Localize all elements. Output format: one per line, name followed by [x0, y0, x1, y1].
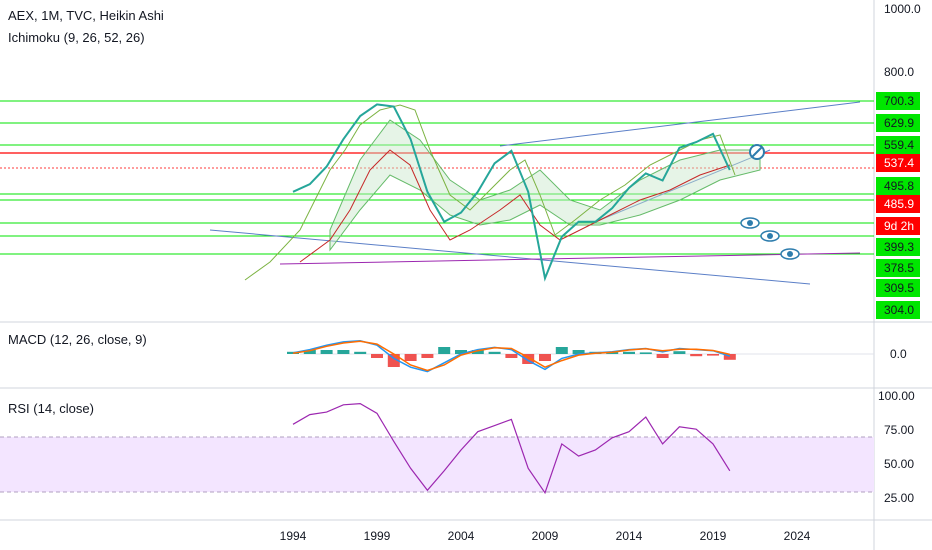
rsi-band	[0, 437, 874, 492]
macd-histogram-bar	[690, 354, 703, 357]
rsi-legend[interactable]: RSI (14, close)	[8, 401, 94, 416]
price-level-tag: 309.5	[876, 279, 920, 297]
price-level-label: 629.9	[884, 116, 914, 130]
macd-histogram-bar	[387, 354, 400, 367]
price-series-line	[292, 103, 731, 282]
time-axis: 1994 1999 2004 2009 2014 2019 2024	[280, 529, 811, 543]
price-level-tag: 485.9	[876, 195, 920, 213]
macd-histogram-bar	[723, 354, 736, 360]
rsi-axis-75: 75.00	[884, 423, 914, 437]
price-level-label: 495.8	[884, 179, 914, 193]
macd-axis-zero: 0.0	[890, 347, 907, 361]
ichimoku-legend[interactable]: Ichimoku (9, 26, 52, 26)	[8, 30, 145, 45]
ichimoku-base-line	[299, 149, 731, 263]
main-legend[interactable]: AEX, 1M, TVC, Heikin Ashi	[8, 8, 164, 23]
macd-histogram-bar	[337, 350, 350, 354]
macd-histogram-bar	[639, 352, 652, 354]
price-level-tag: 537.4	[876, 154, 920, 172]
macd-histogram	[287, 347, 736, 367]
macd-histogram-bar	[354, 351, 367, 354]
price-level-tag: 495.8	[876, 177, 920, 195]
short-trend-line[interactable]	[599, 149, 771, 221]
price-level-tag: 304.0	[876, 301, 920, 319]
price-level-label: 485.9	[884, 197, 914, 211]
no-sign-icon[interactable]	[749, 144, 765, 160]
macd-histogram-bar	[673, 351, 686, 354]
price-level-label: 309.5	[884, 281, 914, 295]
ichimoku-cloud	[329, 119, 761, 252]
upper-trend-line[interactable]	[499, 101, 861, 147]
macd-histogram-bar	[438, 347, 451, 354]
ichimoku-lagging-line	[244, 104, 736, 281]
price-axis-mid: 800.0	[884, 65, 914, 79]
macd-histogram-bar	[539, 354, 551, 361]
rsi-axis-25: 25.00	[884, 491, 914, 505]
macd-histogram-bar	[707, 354, 719, 356]
macd-histogram-bar	[471, 350, 484, 354]
eye-icon[interactable]	[780, 248, 800, 260]
rsi-axis-50: 50.00	[884, 457, 914, 471]
lower-trend-line[interactable]	[209, 229, 811, 285]
time-tick-label: 1994	[280, 529, 307, 543]
price-level-tag: 629.9	[876, 114, 920, 132]
price-level-label: 559.4	[884, 138, 914, 152]
macd-histogram-bar	[656, 354, 669, 358]
signal-line	[292, 340, 730, 372]
purple-trend-line[interactable]	[279, 252, 861, 265]
price-level-tag: 399.3	[876, 238, 920, 256]
macd-histogram-bar	[421, 354, 434, 358]
time-tick-label: 1999	[364, 529, 391, 543]
time-tick-label: 2004	[448, 529, 475, 543]
macd-histogram-bar	[505, 354, 518, 358]
macd-histogram-bar	[488, 351, 501, 354]
price-level-tag: 9d 2h	[876, 217, 920, 235]
macd-histogram-bar	[522, 354, 535, 364]
macd-histogram-bar	[555, 347, 568, 354]
level-lines	[0, 100, 874, 255]
price-level-label: 537.4	[884, 156, 914, 170]
price-level-label: 304.0	[884, 303, 914, 317]
price-level-label: 700.3	[884, 94, 914, 108]
price-level-label: 378.5	[884, 261, 914, 275]
rsi-axis-100: 100.00	[878, 389, 915, 403]
macd-histogram-bar	[320, 350, 333, 354]
macd-histogram-bar	[371, 354, 383, 358]
macd-histogram-bar	[303, 350, 316, 354]
macd-legend[interactable]: MACD (12, 26, close, 9)	[8, 332, 147, 347]
price-level-tag: 700.3	[876, 92, 920, 110]
rsi-line	[292, 402, 731, 495]
time-tick-label: 2024	[784, 529, 811, 543]
price-level-label: 399.3	[884, 240, 914, 254]
time-tick-label: 2019	[700, 529, 727, 543]
macd-histogram-bar	[455, 350, 467, 354]
eye-icon[interactable]	[760, 230, 780, 242]
time-tick-label: 2009	[532, 529, 559, 543]
eye-icon[interactable]	[740, 217, 760, 229]
level-tags: 700.3 629.9 559.4 537.4 495.8 485.9 9d 2h 399.3…	[876, 92, 920, 319]
price-level-label: 9d 2h	[884, 219, 914, 233]
time-tick-label: 2014	[616, 529, 643, 543]
macd-histogram-bar	[404, 354, 417, 361]
macd-histogram-bar	[572, 350, 585, 354]
price-level-tag: 559.4	[876, 136, 920, 154]
price-axis-top: 1000.0	[884, 2, 921, 16]
price-level-tag: 378.5	[876, 259, 920, 277]
macd-histogram-bar	[623, 351, 635, 354]
